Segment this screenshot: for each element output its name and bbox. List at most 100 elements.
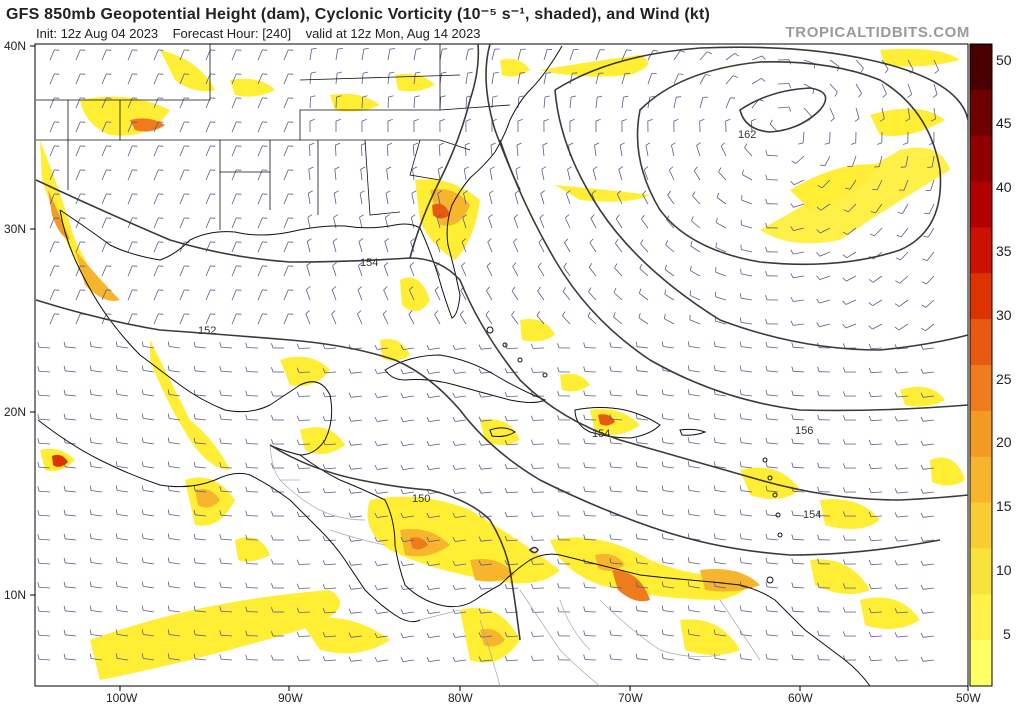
- wind-barb-shaft: [741, 199, 753, 205]
- wind-barb-flag: [583, 414, 586, 420]
- wind-barb-shaft: [926, 251, 935, 261]
- wind-barb-flag: [590, 214, 595, 219]
- wind-barb-flag: [868, 415, 872, 421]
- wind-barb-flag: [488, 214, 493, 218]
- wind-barb-shaft: [331, 289, 337, 301]
- wind-barb-flag: [842, 254, 847, 259]
- wind-barb-shaft: [584, 659, 597, 661]
- wind-barb-flag: [739, 653, 742, 659]
- wind-barb-shaft: [481, 587, 493, 590]
- wind-barb-flag: [661, 485, 664, 491]
- wind-barb-shaft: [793, 275, 805, 279]
- wind-barb-shaft: [870, 635, 883, 637]
- wind-barb-shaft: [715, 418, 727, 421]
- wind-barb-shaft: [220, 658, 233, 661]
- valid-time: valid at 12z Mon, Aug 14 2023: [305, 26, 481, 41]
- wind-barb-shaft: [792, 586, 805, 589]
- wind-barb-shaft: [741, 394, 753, 397]
- wind-barbs: [37, 47, 939, 662]
- wind-barb-flag: [335, 142, 341, 146]
- wind-barb-flag: [322, 656, 326, 662]
- wind-barb-shaft: [283, 289, 289, 301]
- wind-barb-flag: [542, 142, 548, 146]
- wind-barb-shaft: [584, 587, 597, 589]
- colorbar-labels: 50 45 40 35 30 25 20 15 10 5: [996, 52, 1012, 642]
- wind-barb-flag: [452, 392, 456, 398]
- wind-barb-shaft: [117, 442, 129, 445]
- wind-barb-shaft: [481, 635, 493, 638]
- vort-shade: [75, 250, 120, 301]
- wind-barb-shaft: [595, 49, 601, 61]
- wind-barb-shaft: [127, 241, 133, 253]
- colorbar-label: 15: [996, 498, 1012, 514]
- colorbar-swatch: [970, 135, 992, 183]
- wind-barb-shaft: [896, 611, 909, 614]
- wind-barb-shaft: [169, 418, 181, 421]
- wind-barb-shaft: [715, 658, 727, 661]
- wind-barb-flag: [442, 48, 448, 50]
- wind-barb-shaft: [38, 610, 51, 613]
- wind-barb-shaft: [409, 289, 415, 301]
- wind-barb-shaft: [584, 635, 597, 637]
- coastline-central-america: [299, 454, 501, 608]
- wind-barb-shaft: [870, 515, 883, 517]
- wind-barb-flag: [740, 293, 742, 299]
- wind-barb-flag: [374, 656, 378, 662]
- wind-barb-flag: [905, 118, 911, 122]
- wind-barb-flag: [879, 118, 885, 122]
- wind-barb-flag: [812, 89, 815, 95]
- wind-barb-shaft: [220, 538, 233, 541]
- wind-barb-flag: [894, 536, 898, 542]
- wind-barb-shaft: [65, 634, 77, 637]
- wind-barb-shaft: [715, 538, 727, 541]
- contour-label: 154: [803, 509, 821, 521]
- wind-barb-shaft: [795, 155, 805, 164]
- wind-barb-shaft: [324, 515, 337, 518]
- wind-barb-shaft: [220, 610, 233, 613]
- colorbar-swatch: [970, 502, 992, 549]
- wind-barb-flag: [37, 366, 40, 372]
- wind-barb-flag: [461, 262, 466, 267]
- wind-barb-shaft: [461, 241, 467, 253]
- wind-barb-shaft: [91, 394, 103, 397]
- wind-barb-shaft: [875, 203, 883, 214]
- wind-barb-shaft: [117, 634, 129, 637]
- wind-barb-shaft: [298, 347, 311, 349]
- wind-barb-flag: [617, 190, 622, 195]
- wind-barb-flag: [141, 341, 144, 347]
- wind-barb-flag: [400, 465, 404, 470]
- wind-barb-flag: [687, 533, 690, 539]
- wind-barb-shaft: [351, 419, 363, 422]
- wind-barb-flag: [530, 415, 534, 421]
- wind-barb-shaft: [38, 634, 51, 637]
- wind-barb-shaft: [153, 217, 159, 229]
- wind-barb-flag: [715, 242, 717, 248]
- wind-barb-flag: [89, 533, 92, 539]
- wind-barb-flag: [739, 581, 742, 587]
- wind-barb-flag: [667, 190, 672, 196]
- wind-barb-flag: [219, 462, 222, 468]
- vort-shade: [300, 427, 345, 454]
- wind-barb-shaft: [117, 586, 129, 589]
- wind-barb-shaft: [411, 193, 415, 205]
- wind-barb-flag: [740, 268, 742, 274]
- wind-barb-shaft: [537, 290, 545, 301]
- wind-barb-flag: [452, 368, 456, 374]
- country-border: [559, 599, 591, 651]
- wind-barb-flag: [141, 629, 144, 635]
- wind-barb-flag: [296, 535, 300, 541]
- wind-barb-flag: [609, 462, 612, 468]
- wind-barb-shaft: [792, 658, 805, 661]
- wind-barb-flag: [388, 95, 394, 98]
- wind-barb-shaft: [205, 145, 211, 157]
- wind-barb-shaft: [715, 370, 727, 373]
- wind-barb-shaft: [257, 193, 263, 205]
- vort-shade: [790, 164, 880, 210]
- wind-barb-shaft: [663, 634, 675, 637]
- wind-barb-shaft: [594, 145, 597, 157]
- wind-barb-flag: [635, 509, 638, 515]
- wind-barb-shaft: [610, 658, 623, 661]
- wind-barb-shaft: [663, 346, 675, 349]
- wind-barb-flag: [588, 287, 592, 293]
- wind-barb-flag: [37, 414, 40, 420]
